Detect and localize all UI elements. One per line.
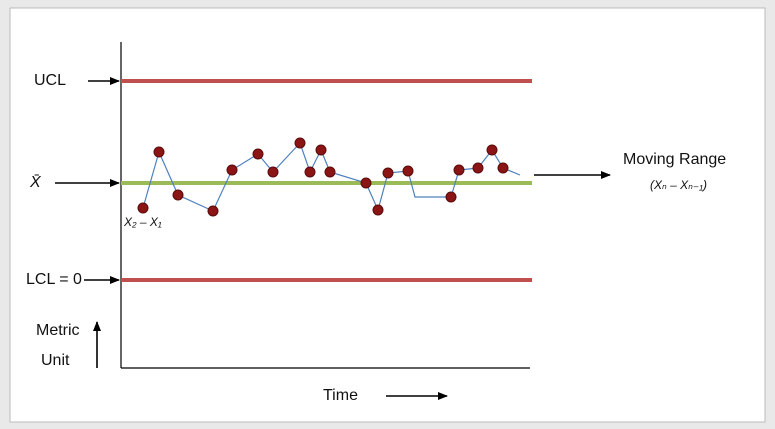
panel	[9, 7, 766, 423]
mean-label: X̄	[29, 174, 42, 191]
lcl-label: LCL = 0	[26, 271, 82, 288]
y-axis-label: Metric	[36, 322, 80, 339]
y-axis-label: Unit	[41, 352, 70, 369]
x-axis-label: Time	[323, 387, 358, 404]
moving-range-formula: (Xₙ – Xₙ₋₁)	[650, 178, 707, 192]
process-line	[142, 141, 521, 212]
data-points	[137, 137, 509, 217]
ucl-label: UCL	[34, 72, 66, 89]
moving-range-label: Moving Range	[623, 151, 726, 168]
first-range-label: X₂ – X₁	[123, 215, 162, 229]
